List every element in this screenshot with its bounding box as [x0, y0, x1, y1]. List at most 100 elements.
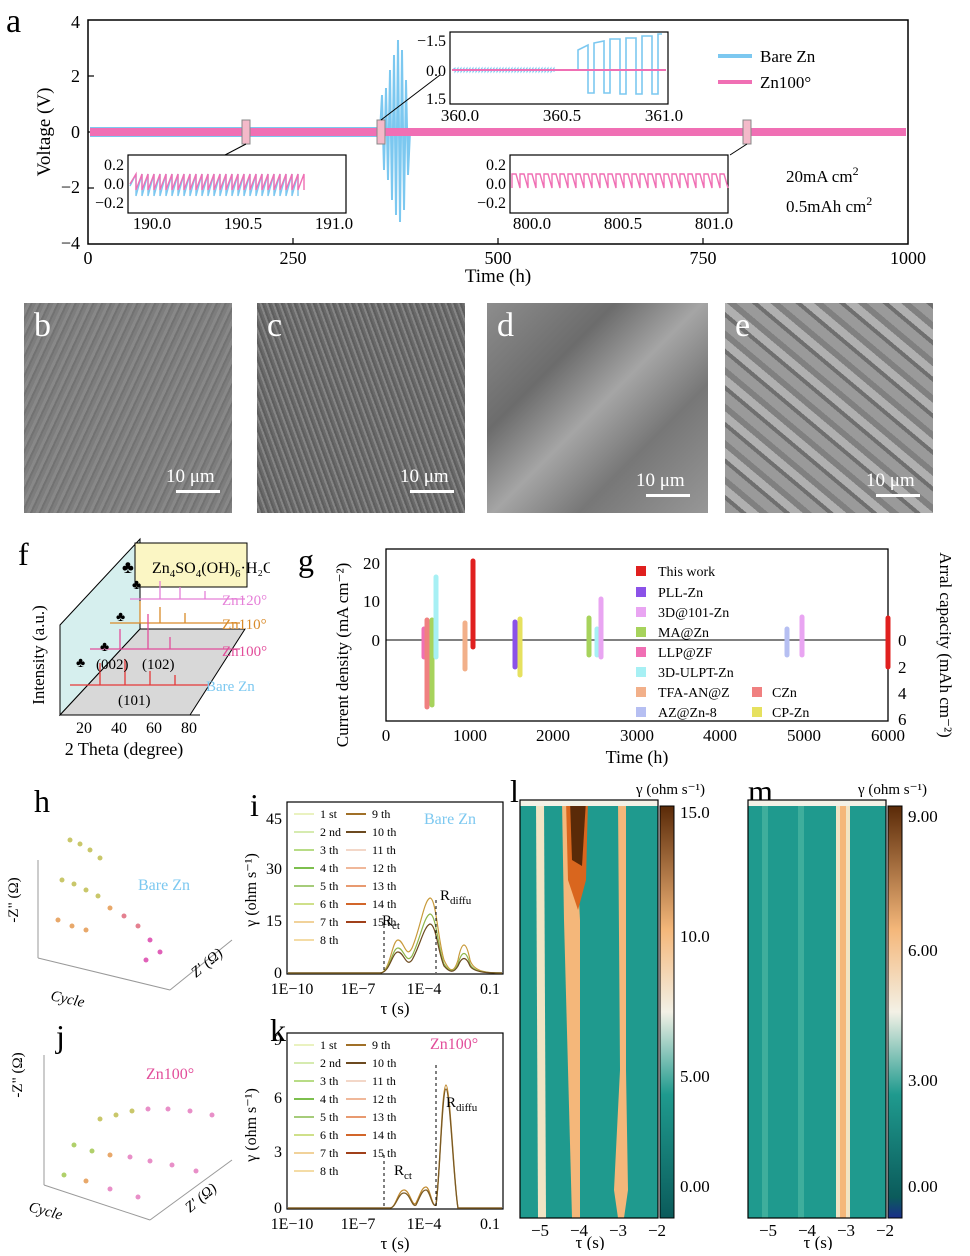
- y-axis-label: Z' (Ω): [188, 946, 226, 981]
- svg-text:PLL-Zn: PLL-Zn: [658, 586, 703, 601]
- svg-text:Bare Zn: Bare Zn: [760, 47, 816, 66]
- sample-label: Zn100°: [146, 1066, 194, 1083]
- svg-text:TFA-AN@Z: TFA-AN@Z: [658, 686, 730, 701]
- panel-l-heatmap: l γ (ohm s⁻¹) 15.0 10.0 5.00 0.00 −5 −4 …: [510, 773, 710, 1250]
- svg-text:250: 250: [280, 248, 307, 268]
- svg-text:0.1: 0.1: [480, 981, 500, 998]
- svg-text:360.0: 360.0: [441, 106, 479, 125]
- panel-m-heatmap: m γ (ohm s⁻¹) 9.00 6.00 3.00 0.00 −5 −4 …: [747, 773, 938, 1250]
- svg-text:−2: −2: [61, 177, 80, 197]
- axes-frame: [286, 801, 504, 975]
- svg-text:10 th: 10 th: [372, 825, 396, 839]
- rdiffu-label: Rdiffu: [446, 1095, 478, 1114]
- sample-label: Bare Zn: [424, 811, 476, 828]
- svg-text:15 th: 15 th: [372, 915, 396, 929]
- panel-letter-k: k: [270, 1015, 286, 1048]
- svg-text:2: 2: [898, 658, 907, 677]
- svg-text:1E−10: 1E−10: [271, 981, 314, 998]
- svg-text:LLP@ZF: LLP@ZF: [658, 646, 712, 661]
- panel-g-comparison: g 20 10 0 0 2 4 6 0 1000 2000 3000 4000 …: [298, 542, 955, 768]
- sem-image-c: c: [257, 303, 465, 513]
- svg-text:500: 500: [485, 248, 512, 268]
- sample-label: Zn100°: [430, 1036, 478, 1053]
- svg-text:−4: −4: [570, 1221, 589, 1240]
- svg-text:−2: −2: [876, 1221, 894, 1240]
- svg-text:0: 0: [898, 631, 907, 650]
- panel-j-3d-nyquist: j Zn100° -Z" (Ω) Cycle Z' (Ω): [10, 1018, 233, 1224]
- x-axis-label: Cycle: [49, 988, 86, 1010]
- y-axis-label: Z' (Ω): [182, 1181, 220, 1216]
- inset-360h: −1.5 0.0 1.5 360.0 360.5 361.0: [417, 31, 683, 125]
- svg-text:190.5: 190.5: [224, 214, 262, 233]
- club-markers: ♣ ♣ ♣ ♣: [76, 578, 141, 671]
- svg-text:CP-Zn: CP-Zn: [772, 706, 809, 721]
- svg-text:45: 45: [266, 811, 282, 828]
- svg-text:12 th: 12 th: [372, 861, 396, 875]
- svg-text:1000: 1000: [453, 726, 487, 745]
- colorbar: [659, 805, 675, 1219]
- marker-box-360: [376, 119, 386, 145]
- panel-f-xrd: f ♣ Zn4SO4(OH)6·H₂O ♣ ♣ ♣ ♣ Zn120° Zn110…: [18, 536, 270, 760]
- svg-text:6 th: 6 th: [320, 897, 338, 911]
- svg-text:0: 0: [382, 726, 391, 745]
- svg-text:10 th: 10 th: [372, 1056, 396, 1070]
- svg-text:9.00: 9.00: [908, 807, 938, 826]
- svg-text:3.00: 3.00: [908, 1071, 938, 1090]
- svg-text:9 th: 9 th: [372, 807, 390, 821]
- svg-text:−1.5: −1.5: [417, 33, 446, 50]
- marker-box-800: [742, 119, 752, 145]
- x-ticks: 0 250 500 750 1000: [84, 248, 927, 268]
- svg-text:5 th: 5 th: [320, 1110, 338, 1124]
- svg-text:361.0: 361.0: [645, 106, 683, 125]
- svg-text:♣: ♣: [132, 578, 141, 593]
- axes-frame: [519, 799, 659, 1219]
- panel-a-chart: a 4 2 0 −2 −4 0 250 500 750 1000 Time (h…: [6, 3, 927, 287]
- svg-text:80: 80: [181, 720, 197, 737]
- sem-image-b: b 10 μm: [24, 303, 232, 513]
- y-ticks: 4 2 0 −2 −4: [61, 12, 80, 253]
- svg-text:800.5: 800.5: [604, 214, 642, 233]
- svg-text:1E−10: 1E−10: [271, 1216, 314, 1233]
- sample-labels: Zn120° Zn110° Zn100° Bare Zn: [206, 593, 267, 695]
- heatmap-top-band: [748, 800, 886, 806]
- panel-letter-c: c: [267, 307, 283, 344]
- svg-text:Zn100°: Zn100°: [760, 73, 811, 92]
- peak-labels: (002) (102) (101): [96, 657, 175, 709]
- panel-letter-b: b: [34, 307, 51, 344]
- svg-text:0.2: 0.2: [486, 157, 506, 174]
- sample-label: Bare Zn: [138, 877, 190, 894]
- svg-text:6: 6: [274, 1090, 282, 1107]
- svg-text:8 th: 8 th: [320, 933, 338, 947]
- svg-text:6.00: 6.00: [908, 941, 938, 960]
- svg-text:2: 2: [71, 66, 80, 86]
- svg-text:800.0: 800.0: [513, 214, 551, 233]
- svg-text:20: 20: [76, 720, 92, 737]
- x-axis-label: 2 Theta (degree): [65, 739, 184, 760]
- svg-text:(102): (102): [142, 657, 175, 673]
- panel-k-drt: k 9 6 3 0 1E−10 1E−7 1E−4 0.1 τ (s) γ (o…: [243, 1015, 504, 1253]
- x-axis-label: τ (s): [575, 1233, 604, 1250]
- svg-text:1.5: 1.5: [426, 91, 446, 108]
- legend: Bare Zn Zn100°: [718, 47, 816, 92]
- svg-text:360.5: 360.5: [543, 106, 581, 125]
- svg-text:1E−7: 1E−7: [341, 981, 376, 998]
- svg-text:801.0: 801.0: [695, 214, 733, 233]
- svg-text:3D@101-Zn: 3D@101-Zn: [658, 606, 729, 621]
- svg-text:15.0: 15.0: [680, 803, 710, 822]
- y-axis-label: Intensity (a.u.): [29, 605, 48, 705]
- y-axis-label: γ (ohm s⁻¹): [243, 853, 260, 928]
- condition-capacity: 0.5mAh cm2: [786, 194, 872, 216]
- svg-text:4: 4: [71, 12, 80, 32]
- svg-text:3 th: 3 th: [320, 1074, 338, 1088]
- svg-text:−0.2: −0.2: [477, 195, 506, 212]
- legend-text: Zn4SO4(OH)6·H₂O: [152, 560, 270, 580]
- svg-text:190.0: 190.0: [133, 214, 171, 233]
- svg-text:4 th: 4 th: [320, 861, 338, 875]
- nyquist-points: [55, 837, 163, 963]
- svg-text:1 st: 1 st: [320, 807, 338, 821]
- svg-text:6: 6: [898, 710, 907, 729]
- svg-text:10: 10: [363, 592, 380, 611]
- y2-axis-label: Arral capacity (mAh cm⁻²): [936, 552, 955, 737]
- x-axis-label: τ (s): [803, 1233, 832, 1250]
- svg-text:1E−4: 1E−4: [407, 1216, 442, 1233]
